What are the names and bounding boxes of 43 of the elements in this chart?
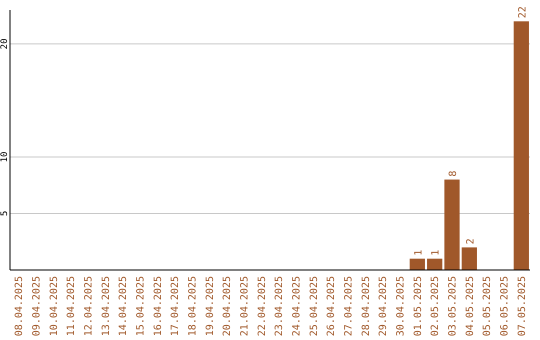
data-label: 1 [413,250,424,256]
x-tick-label: 28.04.2025 [360,276,372,336]
x-tick-label: 13.04.2025 [100,276,112,336]
data-label: 1 [430,250,442,256]
x-tick-label: 23.04.2025 [274,276,286,336]
x-tick-label: 03.05.2025 [448,276,458,336]
x-tick-label: 16.04.2025 [152,276,164,336]
x-tick-label: 17.04.2025 [170,276,182,336]
x-tick-label: 26.04.2025 [326,276,338,336]
y-tick-label: 5 [0,210,10,216]
x-tick-label: 04.05.2025 [464,276,476,336]
data-label: 8 [448,170,459,177]
x-tick-label: 06.05.2025 [500,276,510,336]
data-label: 22 [517,6,528,18]
x-tick-label: 09.04.2025 [32,276,42,336]
x-tick-label: 19.04.2025 [204,276,216,336]
x-tick-label: 18.04.2025 [188,276,198,336]
x-tick-label: 11.04.2025 [66,276,78,336]
bar [444,180,460,270]
y-tick-label: 10 [0,152,10,162]
bar [427,258,442,270]
x-tick-label: 29.04.2025 [378,276,390,336]
x-tick-label: 24.04.2025 [292,276,302,336]
y-tick-label: 20 [0,38,10,50]
x-tick-label: 14.04.2025 [118,276,130,336]
bar [514,21,529,270]
bar [462,247,477,270]
bar [410,258,425,270]
x-tick-label: 21.04.2025 [240,276,250,336]
x-tick-label: 02.05.2025 [430,276,442,336]
x-tick-label: 05.05.2025 [482,276,494,336]
x-tick-label: 08.04.2025 [14,276,26,336]
x-tick-label: 27.04.2025 [344,276,354,336]
x-tick-label: 25.04.2025 [308,276,320,336]
data-label: 2 [465,238,476,244]
x-tick-label: 20.04.2025 [222,276,234,336]
x-tick-label: 30.04.2025 [396,276,406,336]
x-tick-label: 15.04.2025 [136,276,146,336]
x-tick-label: 10.04.2025 [48,276,60,336]
x-tick-label: 01.05.2025 [412,276,424,336]
x-tick-label: 12.04.2025 [84,276,94,336]
x-tick-label: 22.04.2025 [256,276,268,336]
x-tick-label: 07.05.2025 [516,276,528,336]
